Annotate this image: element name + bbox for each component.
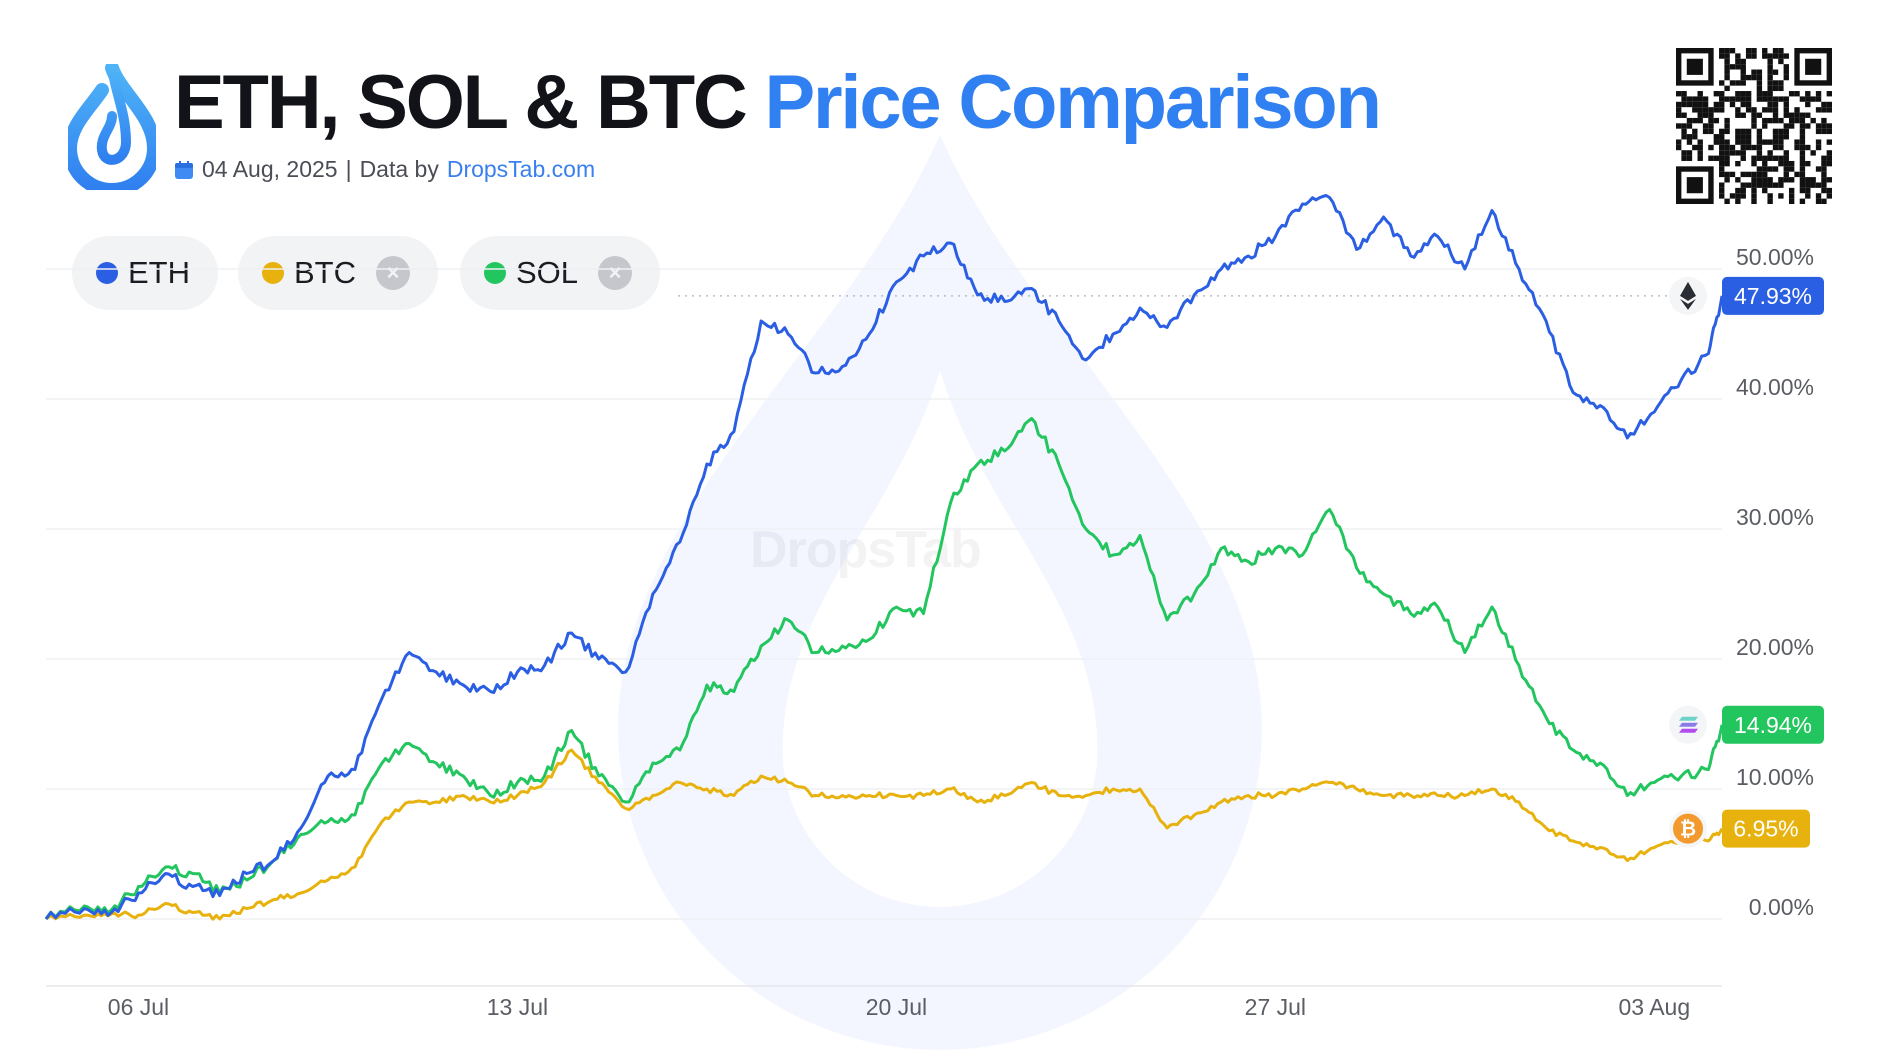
- series-line-eth: [44, 194, 1724, 920]
- x-tick-label: 27 Jul: [1245, 994, 1306, 1020]
- remove-btc-close-icon[interactable]: ×: [376, 256, 410, 290]
- calendar-icon: [175, 160, 193, 179]
- bitcoin-icon: [1669, 809, 1707, 848]
- source-link[interactable]: DropsTab.com: [446, 156, 596, 182]
- legend-pill-btc[interactable]: BTC ×: [238, 236, 438, 310]
- last-value-badge-btc: [1722, 809, 1810, 848]
- x-tick-label: 03 Aug: [1619, 994, 1691, 1020]
- ethereum-icon: [1680, 281, 1696, 310]
- last-value-label-btc: 6.95%: [1733, 816, 1798, 842]
- qr-code-icon[interactable]: [1676, 48, 1832, 204]
- eth-dot-icon: [96, 262, 118, 284]
- y-tick-label: 10.00%: [1736, 764, 1814, 790]
- y-tick-label: 20.00%: [1736, 634, 1814, 660]
- watermark-droplet-icon: [618, 134, 1262, 1050]
- last-value-badge-eth: [1722, 276, 1824, 315]
- page-title: ETH, SOL & BTC Price Comparison: [174, 58, 1382, 148]
- y-tick-label: 0.00%: [1749, 894, 1814, 920]
- solana-icon: [1679, 716, 1698, 733]
- btc-dot-icon: [262, 262, 284, 284]
- title-accent: Price Comparison: [764, 60, 1382, 145]
- y-tick-label: 40.00%: [1736, 374, 1814, 400]
- y-tick-label: 30.00%: [1736, 504, 1814, 530]
- legend-pill-eth[interactable]: ETH: [72, 236, 218, 310]
- last-value-badge-sol: [1722, 705, 1824, 744]
- legend-label-eth: ETH: [128, 255, 190, 290]
- title-assets: ETH, SOL & BTC: [174, 60, 748, 145]
- data-by-label: Data by: [359, 156, 439, 182]
- sol-dot-icon: [484, 262, 506, 284]
- legend-label-sol: SOL: [516, 255, 579, 290]
- x-tick-label: 20 Jul: [866, 994, 927, 1020]
- remove-sol-close-icon[interactable]: ×: [598, 256, 633, 290]
- report-date: 04 Aug, 2025: [202, 156, 338, 182]
- y-tick-label: 50.00%: [1736, 244, 1814, 270]
- x-tick-label: 13 Jul: [487, 994, 548, 1020]
- last-value-label-eth: 47.93%: [1734, 283, 1812, 309]
- droplet-logo-icon: [68, 64, 156, 190]
- x-tick-label: 06 Jul: [108, 994, 169, 1020]
- last-value-label-sol: 14.94%: [1734, 712, 1812, 738]
- legend-pill-sol[interactable]: SOL ×: [460, 236, 660, 310]
- separator: |: [345, 156, 352, 182]
- legend-label-btc: BTC: [294, 255, 356, 290]
- series-line-sol: [44, 417, 1724, 920]
- series-line-btc: [45, 748, 1724, 921]
- bitcoin-symbol: ₿: [1680, 819, 1696, 841]
- subtitle: 04 Aug, 2025 | Data by DropsTab.com: [174, 156, 595, 183]
